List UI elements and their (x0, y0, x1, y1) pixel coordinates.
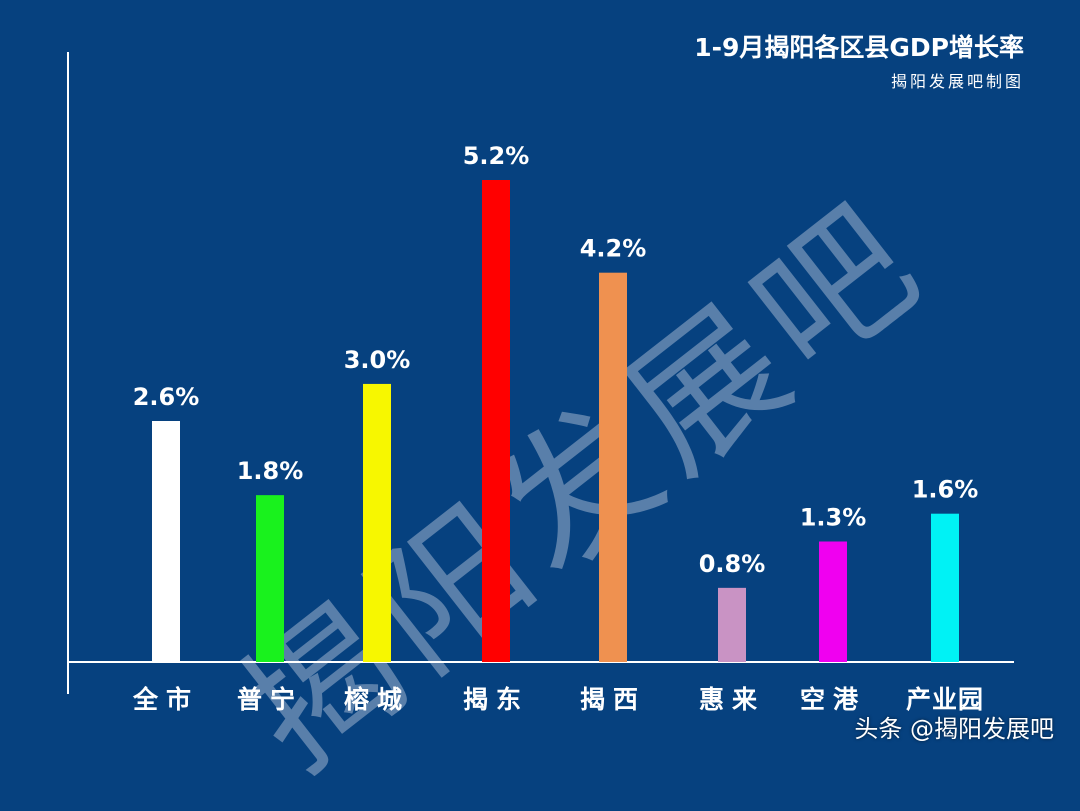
value-label-8: 1.6% (912, 476, 979, 504)
value-label-3: 3.0% (344, 346, 411, 374)
bar-7 (819, 541, 847, 662)
value-label-2: 1.8% (237, 457, 304, 485)
corner-watermark: 头条 @揭阳发展吧 (854, 715, 1054, 743)
category-label-3: 榕城 (344, 685, 410, 714)
bar-6 (718, 587, 746, 662)
bar-2 (256, 495, 284, 662)
category-label-6: 惠来 (699, 685, 765, 714)
category-label-2: 普宁 (237, 685, 303, 714)
bar-5 (599, 272, 627, 662)
chart-title: 1-9月揭阳各区县GDP增长率 (694, 33, 1024, 62)
value-label-1: 2.6% (133, 383, 200, 411)
value-label-5: 4.2% (580, 235, 647, 263)
category-label-5: 揭西 (580, 685, 646, 714)
bar-8 (931, 513, 959, 662)
value-label-4: 5.2% (463, 142, 530, 170)
chart-subtitle: 揭阳发展吧制图 (890, 72, 1024, 91)
bar-4 (482, 180, 510, 662)
chart-canvas: 揭阳发展吧 1-9月揭阳各区县GDP增长率 揭阳发展吧制图 2.6% 全市 1.8%… (67, 33, 1054, 805)
category-label-7: 空港 (800, 685, 866, 714)
bar-chart: 2.6% 全市 1.8% 普宁 3.0% 榕城 5.2% 揭东 4.2% 揭西 0.8% 惠来 1.3%… (67, 52, 1014, 714)
bar-1 (152, 421, 180, 662)
category-label-1: 全市 (132, 685, 199, 714)
value-label-7: 1.3% (800, 504, 867, 532)
value-label-6: 0.8% (699, 550, 766, 578)
category-label-8: 产业园 (906, 685, 984, 714)
category-label-4: 揭东 (463, 685, 529, 714)
bar-3 (363, 383, 391, 662)
